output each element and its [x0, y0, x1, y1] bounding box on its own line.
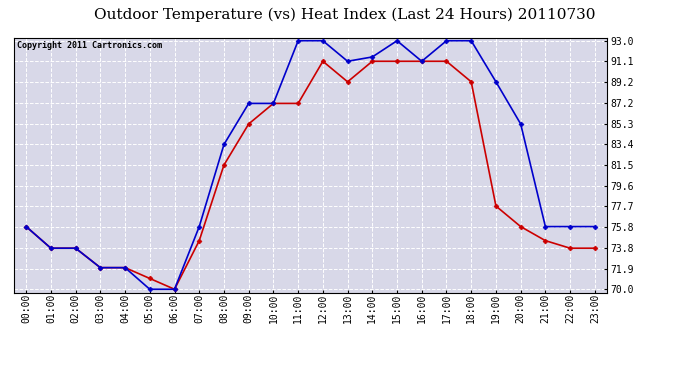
Text: Outdoor Temperature (vs) Heat Index (Last 24 Hours) 20110730: Outdoor Temperature (vs) Heat Index (Las… — [95, 8, 595, 22]
Text: Copyright 2011 Cartronics.com: Copyright 2011 Cartronics.com — [17, 41, 161, 50]
